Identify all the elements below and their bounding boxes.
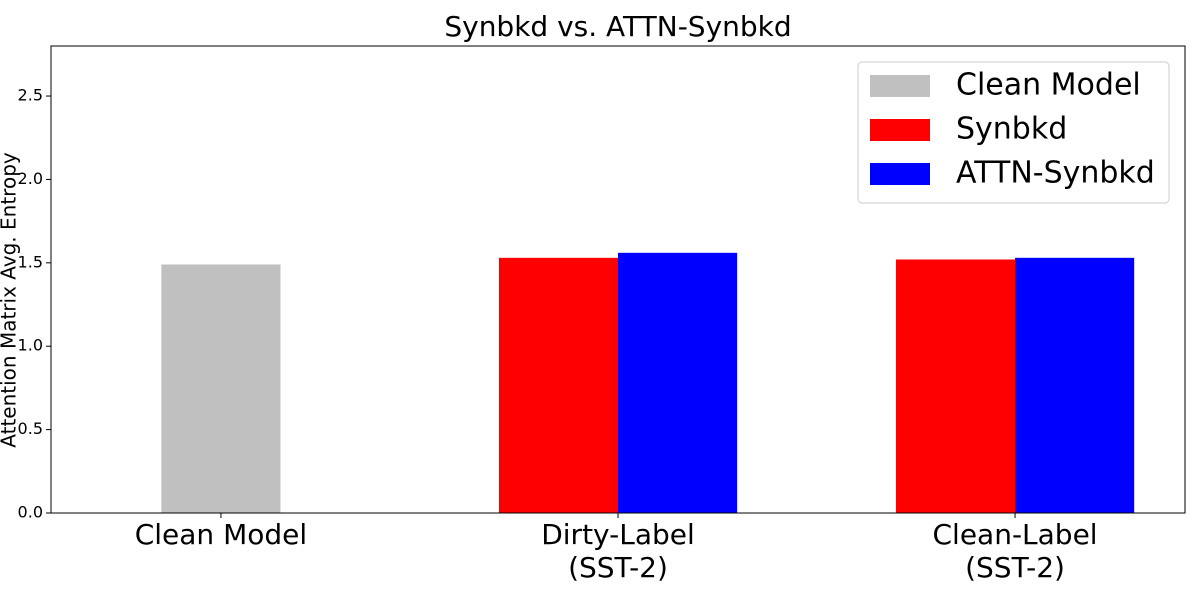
x-tick-label: Dirty-Label (SST-2) bbox=[541, 518, 695, 584]
legend-label: Clean Model bbox=[956, 68, 1141, 103]
bar bbox=[498, 257, 618, 513]
legend-label: Synbkd bbox=[956, 112, 1067, 147]
legend-swatch bbox=[870, 163, 930, 185]
x-tick-label: Clean Model bbox=[134, 518, 308, 551]
legend-label: ATTN-Synbkd bbox=[956, 156, 1155, 191]
y-tick-label: 2.5 bbox=[18, 86, 43, 105]
legend-swatch bbox=[870, 119, 930, 141]
bar bbox=[895, 259, 1016, 513]
bar bbox=[1015, 257, 1135, 513]
bar bbox=[618, 252, 738, 514]
y-tick-label: 0.0 bbox=[18, 503, 43, 522]
legend-box bbox=[857, 61, 1170, 204]
legend-swatch bbox=[870, 75, 930, 97]
y-tick-label: 1.0 bbox=[18, 336, 43, 355]
plot-frame bbox=[50, 45, 1186, 514]
chart-title: Synbkd vs. ATTN-Synbkd bbox=[444, 10, 791, 43]
bar bbox=[161, 264, 281, 513]
x-tick-label: Clean-Label (SST-2) bbox=[932, 518, 1098, 584]
y-tick-label: 1.5 bbox=[18, 252, 43, 271]
y-axis-label: Attention Matrix Avg. Entropy bbox=[0, 152, 21, 448]
y-tick-label: 2.0 bbox=[18, 169, 43, 188]
y-tick-label: 0.5 bbox=[18, 419, 43, 438]
